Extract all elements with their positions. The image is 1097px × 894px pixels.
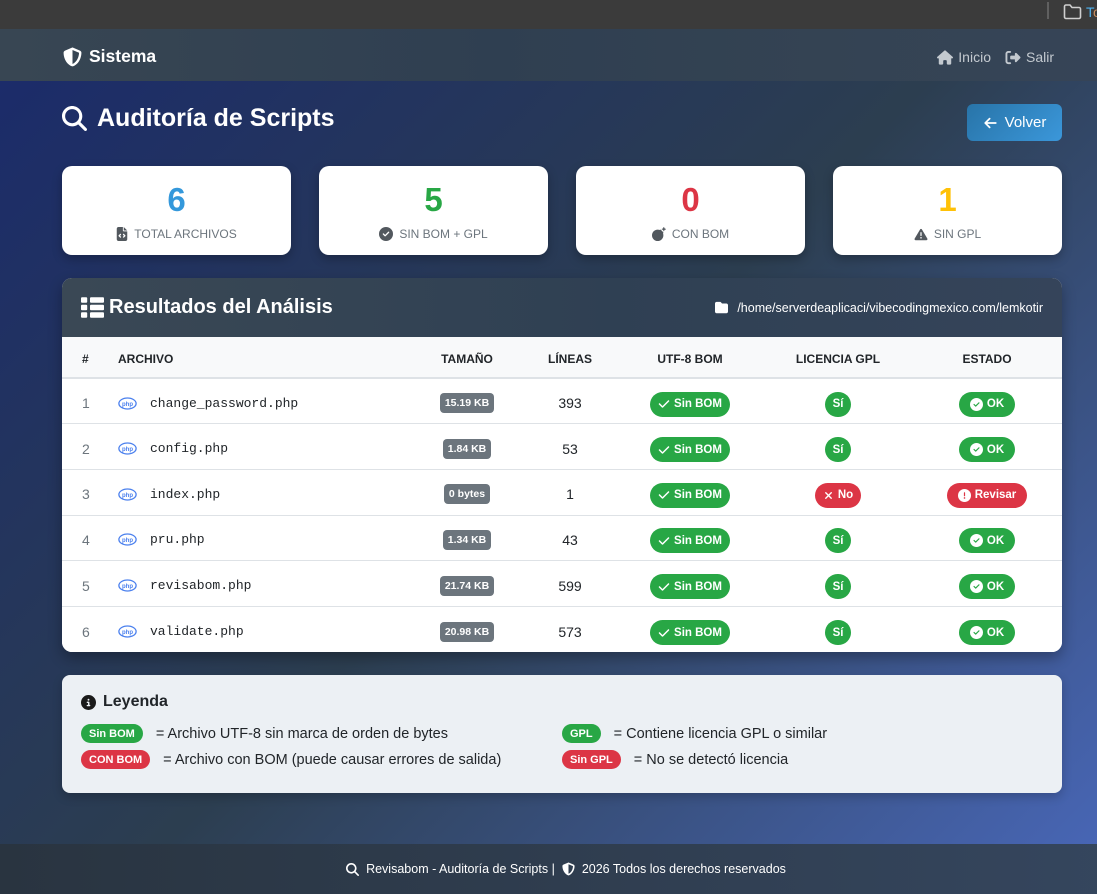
- svg-text:php: php: [122, 493, 133, 499]
- svg-text:php: php: [122, 630, 133, 636]
- svg-text:php: php: [122, 538, 133, 544]
- svg-text:php: php: [122, 447, 133, 453]
- svg-text:php: php: [122, 401, 133, 407]
- svg-text:php: php: [122, 584, 133, 590]
